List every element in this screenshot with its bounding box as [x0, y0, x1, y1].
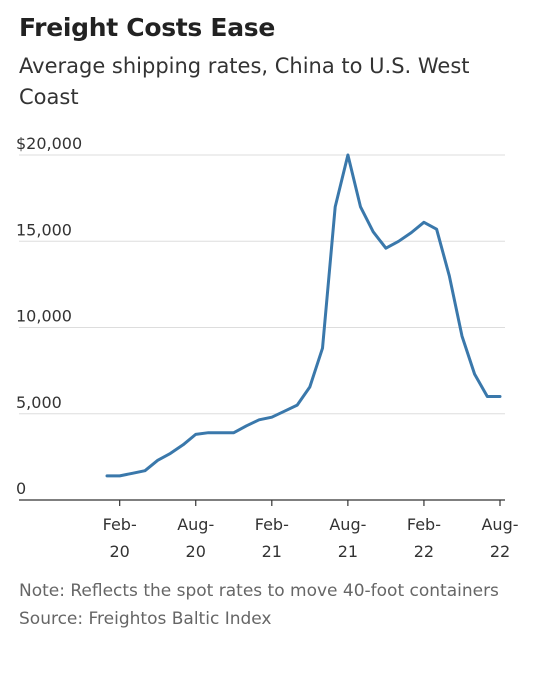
- data-point: [144, 469, 147, 472]
- chart-footer: Note: Reflects the spot rates to move 40…: [19, 577, 509, 633]
- x-tick-label: Feb-: [103, 515, 137, 534]
- data-point: [296, 404, 299, 407]
- y-axis-labels: 0 5,000 10,000 15,000 $20,000: [16, 134, 82, 498]
- chart-subtitle: Average shipping rates, China to U.S. We…: [19, 54, 470, 109]
- series-line: [105, 153, 502, 478]
- y-tick-label: 10,000: [16, 307, 72, 326]
- y-tick-label: 0: [16, 479, 26, 498]
- x-tick-label: 21: [262, 542, 282, 561]
- data-point: [258, 418, 261, 421]
- chart-title: Freight Costs Ease: [19, 13, 276, 42]
- data-point: [106, 474, 109, 477]
- x-axis-labels: Feb- 20 Aug- 20 Feb- 21 Aug- 21 Feb- 22 Aug- 22: [103, 515, 519, 561]
- data-point: [232, 431, 235, 434]
- gridlines: [19, 154, 505, 415]
- x-tick-label: Aug-: [177, 515, 214, 534]
- data-point: [194, 433, 197, 436]
- data-point: [499, 395, 502, 398]
- x-axis: [19, 499, 505, 506]
- x-tick-label: Aug-: [481, 515, 518, 534]
- x-tick-label: 21: [338, 542, 358, 561]
- data-point: [207, 431, 210, 434]
- data-point: [321, 347, 324, 350]
- data-point: [308, 386, 311, 389]
- data-point: [473, 373, 476, 376]
- data-point: [220, 431, 223, 434]
- data-point: [410, 231, 413, 234]
- data-point: [435, 228, 438, 231]
- data-point: [448, 274, 451, 277]
- data-point: [270, 416, 273, 419]
- x-tick-label: Aug-: [329, 515, 366, 534]
- x-tick-label: Feb-: [255, 515, 289, 534]
- data-point: [372, 230, 375, 233]
- data-point: [182, 443, 185, 446]
- chart-source: Source: Freightos Baltic Index: [19, 609, 272, 629]
- data-point: [460, 335, 463, 338]
- y-tick-label: 5,000: [16, 393, 62, 412]
- data-point: [283, 410, 286, 413]
- data-point: [397, 240, 400, 243]
- data-point: [422, 221, 425, 224]
- y-tick-label: $20,000: [16, 134, 82, 153]
- x-tick-label: 20: [109, 542, 129, 561]
- data-point: [169, 452, 172, 455]
- x-tick-label: 20: [186, 542, 206, 561]
- data-point: [118, 474, 121, 477]
- data-point: [486, 395, 489, 398]
- data-point: [334, 205, 337, 208]
- data-point: [156, 459, 159, 462]
- y-tick-label: 15,000: [16, 220, 72, 239]
- data-point: [131, 472, 134, 475]
- series-layer: [105, 153, 502, 478]
- data-point: [245, 424, 248, 427]
- chart-note: Note: Reflects the spot rates to move 40…: [19, 581, 499, 601]
- data-point: [384, 247, 387, 250]
- x-tick-label: 22: [414, 542, 434, 561]
- x-tick-label: Feb-: [407, 515, 441, 534]
- x-tick-label: 22: [490, 542, 510, 561]
- data-point: [359, 205, 362, 208]
- data-point: [346, 154, 349, 157]
